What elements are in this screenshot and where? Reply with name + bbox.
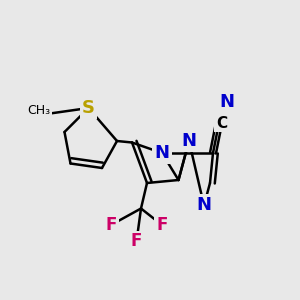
Text: N: N (219, 93, 234, 111)
Text: CH₃: CH₃ (27, 104, 51, 118)
Text: N: N (196, 196, 211, 214)
Text: F: F (156, 216, 168, 234)
Text: N: N (182, 132, 196, 150)
Text: N: N (154, 144, 169, 162)
Text: F: F (131, 232, 142, 250)
Text: C: C (216, 116, 227, 130)
Text: S: S (82, 99, 95, 117)
Text: F: F (105, 216, 117, 234)
